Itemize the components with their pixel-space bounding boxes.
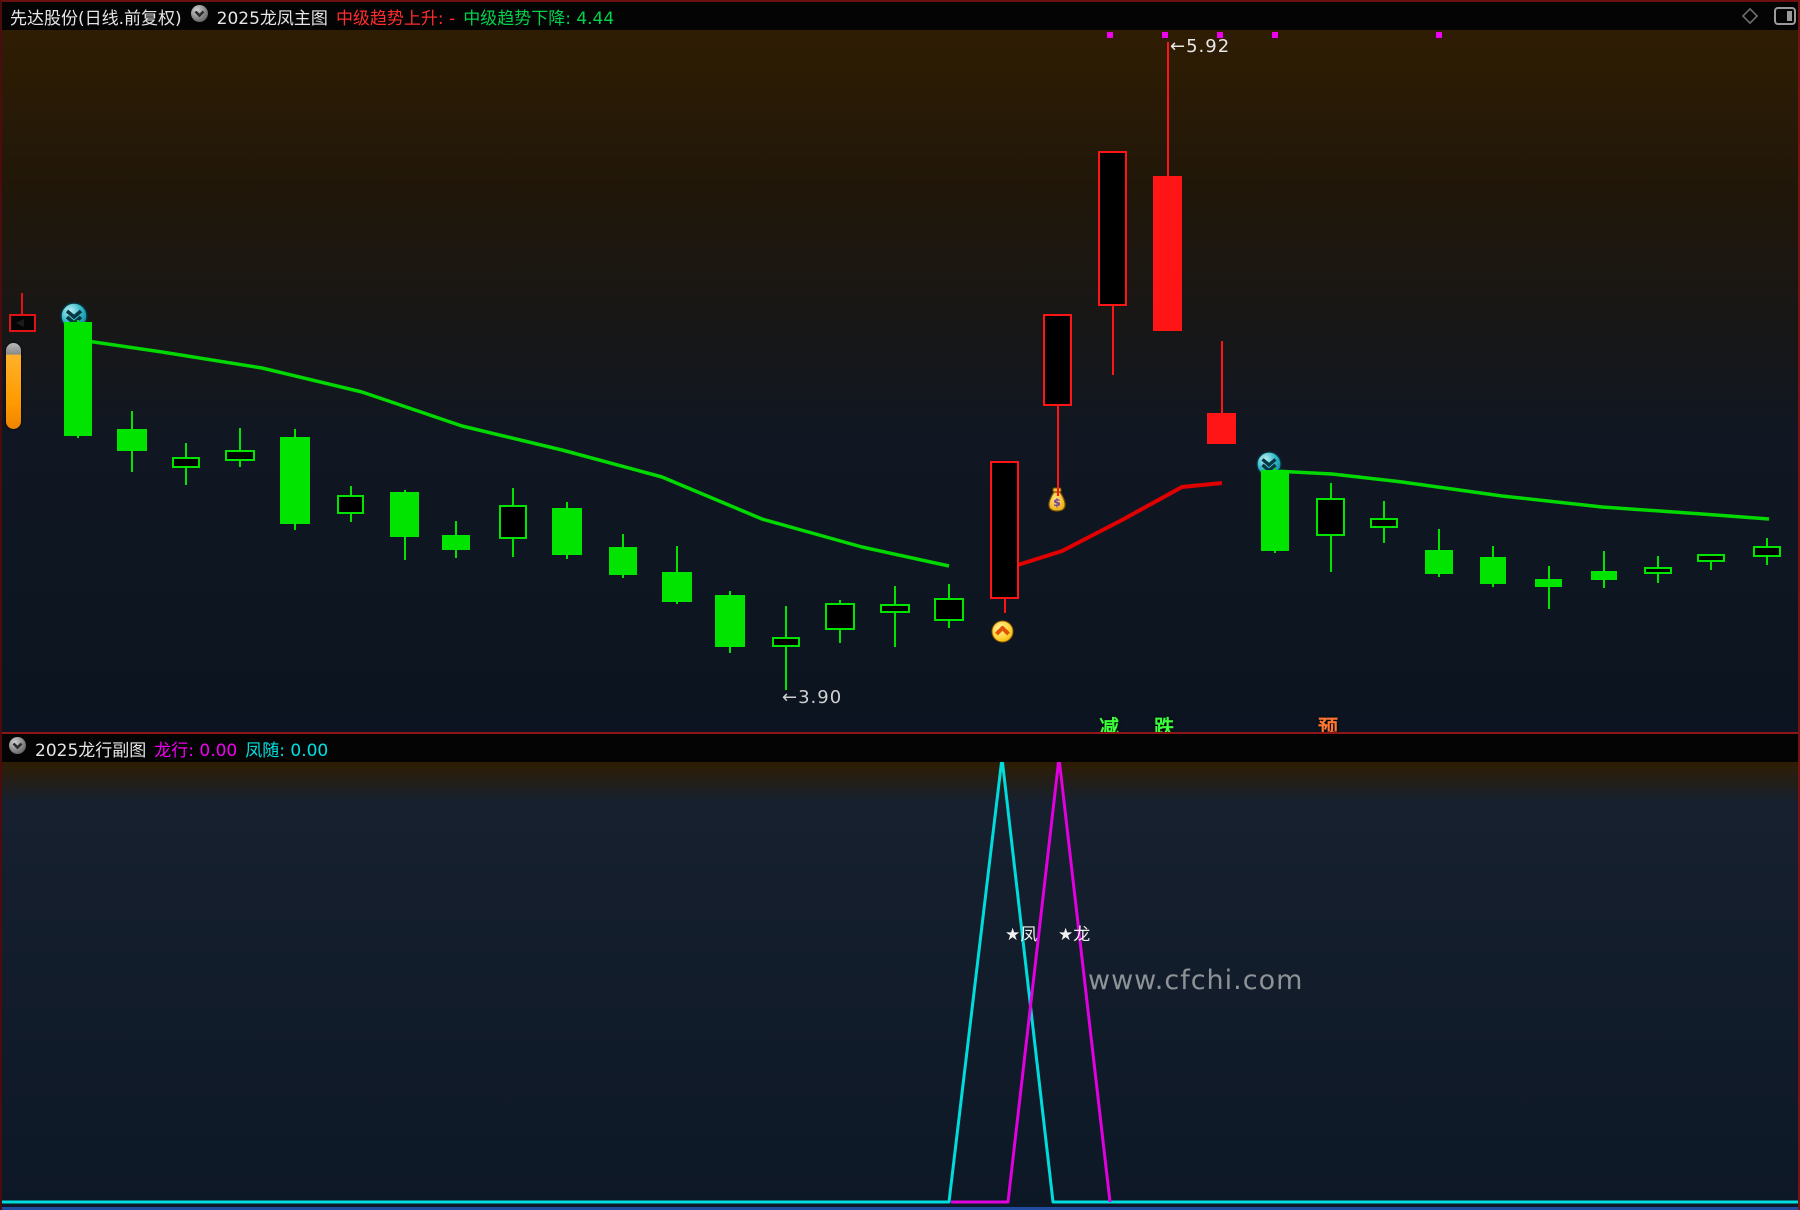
signal-text: 减 <box>1099 715 1119 732</box>
candlestick <box>1591 571 1617 580</box>
sub-chart-lines <box>2 762 1798 1204</box>
candlestick <box>1207 413 1236 444</box>
top-signal-dot <box>1272 32 1278 38</box>
candle-wick <box>1220 341 1223 444</box>
candle-wick <box>785 606 787 690</box>
collapse-circle-icon[interactable] <box>8 736 27 760</box>
candlestick <box>1098 151 1127 306</box>
龙行 <box>951 762 1112 1204</box>
candlestick <box>825 603 855 630</box>
watermark: www.cfchi.com <box>1088 965 1304 996</box>
window-bottom-border <box>2 1207 1798 1210</box>
top-signal-dot <box>1107 32 1113 38</box>
main-candlestick-chart[interactable]: $ ←5.92 ←3.90 减 跌 预 <box>2 30 1798 732</box>
candle-wick <box>1603 551 1605 588</box>
trend-up-value: 中级趋势上升: - <box>335 8 456 29</box>
panel-layout-icon[interactable] <box>1774 7 1796 30</box>
top-signal-dot <box>1436 32 1442 38</box>
stock-title: 先达股份(日线.前复权) <box>10 8 182 29</box>
sub-indicator-chart[interactable]: www.cfchi.com ★凤 ★龙 <box>2 762 1798 1207</box>
price-annotation: ←5.92 <box>1170 36 1231 57</box>
price-annotation: ←3.90 <box>782 687 843 708</box>
candlestick <box>662 572 692 602</box>
phoenix-value: 凤随: 0.00 <box>245 740 329 761</box>
diamond-icon[interactable] <box>1740 6 1760 31</box>
buy-signal-icon <box>991 620 1014 647</box>
candlestick <box>499 505 527 539</box>
main-titlebar: 先达股份(日线.前复权) 2025龙凤主图 中级趋势上升: - 中级趋势下降: … <box>2 2 1798 31</box>
candlestick <box>1261 470 1289 551</box>
collapse-circle-icon[interactable] <box>190 4 209 28</box>
sub-titlebar: 2025龙行副图 龙行: 0.00 凤随: 0.00 <box>2 734 1798 762</box>
svg-text:$: $ <box>1053 496 1061 509</box>
candlestick <box>225 450 255 461</box>
flag-arrow-icon <box>16 319 24 327</box>
series-label: ★凤 <box>1005 925 1038 945</box>
sub-indicator-name[interactable]: 2025龙行副图 <box>35 740 147 761</box>
candlestick <box>715 595 745 647</box>
candlestick <box>772 637 800 647</box>
candlestick <box>1370 518 1398 528</box>
candle-wick <box>1710 554 1712 570</box>
candlestick <box>172 457 200 468</box>
candle-wick <box>239 428 241 467</box>
dragon-value: 龙行: 0.00 <box>154 740 238 761</box>
flag-wick <box>21 293 23 315</box>
candlestick <box>390 492 419 537</box>
candlestick <box>1535 579 1562 587</box>
candlestick <box>337 495 364 514</box>
candlestick <box>117 429 147 451</box>
candlestick <box>609 547 637 575</box>
main-indicator-name[interactable]: 2025龙凤主图 <box>216 8 328 29</box>
candlestick <box>990 461 1019 599</box>
ma-line-right <box>1274 469 1770 521</box>
signal-text: 跌 <box>1154 715 1174 732</box>
candle-wick <box>894 586 896 647</box>
candlestick <box>280 437 310 524</box>
trend-down-value: 中级趋势下降: 4.44 <box>463 8 615 29</box>
panel-divider[interactable] <box>2 732 1798 734</box>
candlestick <box>880 604 910 613</box>
candlestick <box>1697 554 1725 562</box>
signal-text: 预 <box>1318 715 1338 732</box>
candlestick <box>1043 314 1072 406</box>
main-chart-lines <box>79 338 1770 572</box>
price-gauge <box>6 343 21 429</box>
candlestick <box>442 535 470 550</box>
top-signal-dot <box>1217 32 1223 38</box>
top-signal-dot <box>1162 32 1168 38</box>
candlestick <box>1644 567 1672 574</box>
series-label: ★龙 <box>1058 925 1091 945</box>
left-flag-marker <box>8 293 38 335</box>
candle-wick <box>1547 566 1550 609</box>
candlestick <box>1753 546 1781 557</box>
candlestick <box>64 322 92 436</box>
candlestick <box>552 508 582 555</box>
candlestick <box>1425 550 1453 574</box>
candlestick <box>1480 557 1506 584</box>
凤随 <box>2 762 1798 1204</box>
candlestick <box>934 598 964 621</box>
ma-line-left <box>79 338 950 568</box>
candlestick <box>1316 498 1345 536</box>
candlestick <box>1153 176 1182 331</box>
trend-line-red <box>1001 481 1223 572</box>
